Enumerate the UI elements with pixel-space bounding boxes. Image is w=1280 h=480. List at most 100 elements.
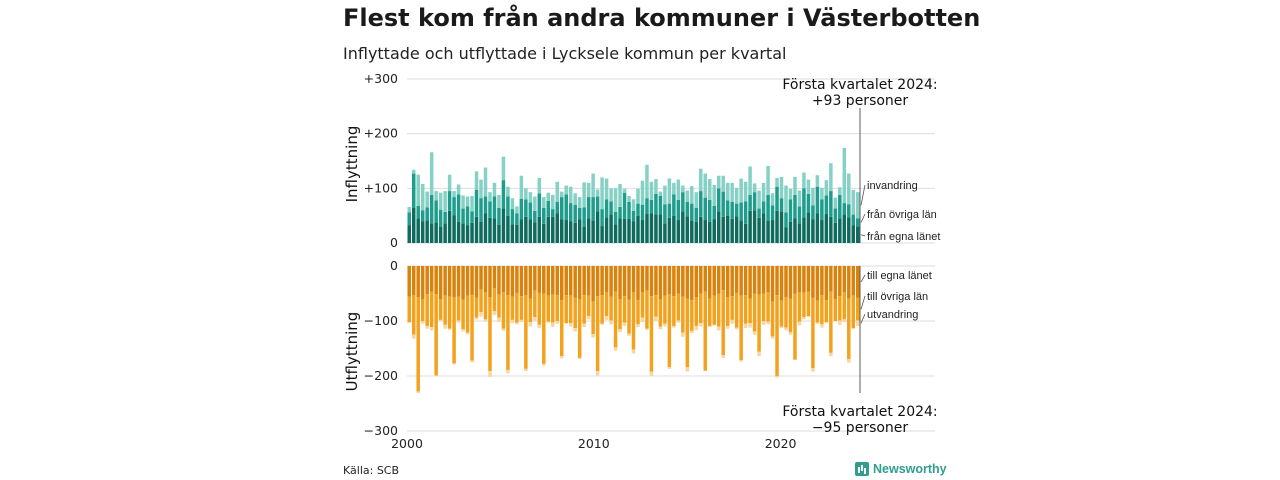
bar-out-2 xyxy=(407,296,411,323)
bar-in-1 xyxy=(851,225,856,243)
bar-out-2 xyxy=(734,292,739,328)
bar-in-1 xyxy=(573,222,577,243)
bar-in-1 xyxy=(429,223,434,243)
bar-in-1 xyxy=(613,224,618,243)
bar-in-3 xyxy=(667,178,672,204)
bar-out-2 xyxy=(716,293,721,327)
bar-out-3 xyxy=(456,320,461,323)
bar-in-2 xyxy=(631,210,636,222)
bar-out-2 xyxy=(537,292,542,325)
bar-out-3 xyxy=(501,328,506,331)
bar-in-3 xyxy=(618,183,622,207)
bar-in-2 xyxy=(725,200,730,216)
bar-out-1 xyxy=(586,266,591,296)
bar-out-3 xyxy=(748,323,752,328)
bar-in-2 xyxy=(515,213,519,225)
bar-out-1 xyxy=(775,266,779,296)
bar-in-3 xyxy=(434,191,438,201)
bar-in-3 xyxy=(411,169,416,174)
bar-out-1 xyxy=(752,266,757,294)
bar-out-2 xyxy=(645,290,649,329)
bar-in-2 xyxy=(779,198,784,212)
bar-out-1 xyxy=(519,266,524,297)
bar-in-3 xyxy=(685,190,690,202)
bar-in-1 xyxy=(497,224,501,243)
bar-out-1 xyxy=(748,266,752,299)
bar-out-3 xyxy=(676,320,681,323)
bar-in-3 xyxy=(568,186,573,204)
bar-out-2 xyxy=(609,296,613,321)
bar-out-3 xyxy=(788,332,793,335)
bar-out-1 xyxy=(654,266,658,296)
bar-in-1 xyxy=(586,218,591,243)
bar-out-1 xyxy=(734,266,739,293)
bar-out-1 xyxy=(627,266,631,300)
bar-out-1 xyxy=(515,266,519,293)
bar-out-2 xyxy=(649,296,654,372)
bar-out-1 xyxy=(842,266,847,293)
bar-out-1 xyxy=(820,266,824,296)
bar-in-3 xyxy=(847,173,851,205)
bar-in-3 xyxy=(488,192,492,202)
bar-out-3 xyxy=(568,323,573,327)
bar-in-1 xyxy=(627,218,631,243)
bar-in-3 xyxy=(510,198,515,210)
bar-in-2 xyxy=(820,199,824,221)
bar-in-1 xyxy=(533,222,537,243)
bar-in-2 xyxy=(667,203,672,218)
bar-in-1 xyxy=(672,215,676,243)
bar-out-3 xyxy=(856,320,860,326)
bar-in-2 xyxy=(447,191,452,211)
bar-out-3 xyxy=(407,322,411,324)
bar-out-1 xyxy=(470,266,474,296)
bar-in-3 xyxy=(600,177,604,210)
bar-in-3 xyxy=(438,192,443,210)
bar-in-1 xyxy=(425,220,429,243)
bar-out-2 xyxy=(797,292,802,322)
bar-in-1 xyxy=(734,216,739,243)
bar-out-2 xyxy=(519,296,524,320)
bar-in-2 xyxy=(595,196,600,212)
bar-out-1 xyxy=(806,266,811,292)
bar-in-3 xyxy=(555,181,559,202)
bar-out-3 xyxy=(519,319,524,323)
bar-in-1 xyxy=(546,216,551,243)
bar-in-1 xyxy=(703,220,708,243)
bar-in-3 xyxy=(757,190,761,209)
bar-out-1 xyxy=(708,266,712,299)
bar-in-2 xyxy=(613,211,618,225)
bar-in-2 xyxy=(497,208,501,225)
bar-out-3 xyxy=(824,322,829,324)
series-label: utvandring xyxy=(867,309,918,321)
bar-in-1 xyxy=(407,225,411,243)
bar-out-2 xyxy=(820,295,824,325)
bar-out-2 xyxy=(658,299,663,327)
bar-in-3 xyxy=(452,191,456,198)
bar-out-3 xyxy=(734,327,739,330)
bar-out-1 xyxy=(824,266,829,301)
bar-out-1 xyxy=(757,266,761,295)
bar-out-2 xyxy=(806,291,811,317)
bar-out-3 xyxy=(447,328,452,330)
bar-out-3 xyxy=(672,325,676,328)
bar-in-1 xyxy=(824,214,829,243)
bar-out-3 xyxy=(497,317,501,323)
annotation-in-line2: +93 personer xyxy=(812,93,909,109)
bar-out-2 xyxy=(802,292,806,318)
bar-out-3 xyxy=(811,368,815,372)
bar-out-3 xyxy=(739,360,743,362)
bar-in-2 xyxy=(649,199,654,214)
bar-out-3 xyxy=(838,320,842,325)
bar-out-1 xyxy=(649,266,654,297)
bar-in-1 xyxy=(730,218,734,243)
bar-in-1 xyxy=(510,224,515,243)
bar-out-2 xyxy=(788,298,793,332)
bar-in-1 xyxy=(725,215,730,243)
bar-out-3 xyxy=(613,347,618,351)
bar-out-2 xyxy=(595,296,600,372)
bar-in-1 xyxy=(829,216,833,243)
bar-out-2 xyxy=(429,291,434,328)
bar-in-2 xyxy=(743,201,748,224)
series-label: till egna länet xyxy=(867,270,932,282)
bar-in-2 xyxy=(542,208,546,224)
